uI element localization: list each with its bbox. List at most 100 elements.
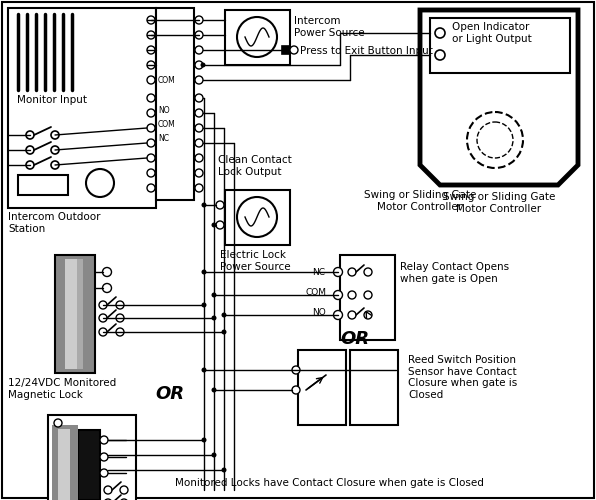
Circle shape [364, 268, 372, 276]
Circle shape [237, 17, 277, 57]
Circle shape [103, 268, 111, 276]
Circle shape [222, 330, 226, 334]
Bar [78, 430, 100, 500]
Bar [430, 18, 570, 73]
Polygon shape [420, 10, 578, 185]
Circle shape [120, 499, 128, 500]
Circle shape [195, 61, 203, 69]
Bar [225, 190, 290, 245]
Circle shape [216, 201, 224, 209]
Circle shape [103, 284, 111, 292]
Circle shape [195, 154, 203, 162]
Circle shape [51, 131, 59, 139]
Bar [58, 429, 70, 500]
Text: NO: NO [158, 106, 170, 115]
Text: Press to Exit Button Input: Press to Exit Button Input [300, 46, 433, 56]
Circle shape [147, 154, 155, 162]
Circle shape [100, 469, 108, 477]
Circle shape [195, 109, 203, 117]
Text: NC: NC [312, 268, 325, 277]
Text: NO: NO [312, 308, 326, 317]
Text: COM: COM [158, 76, 176, 85]
Circle shape [195, 184, 203, 192]
Text: Open Indicator
or Light Output: Open Indicator or Light Output [452, 22, 532, 44]
Text: Monitor Input: Monitor Input [17, 95, 87, 105]
Bar [55, 255, 95, 373]
Circle shape [348, 268, 356, 276]
Bar [8, 8, 156, 208]
Circle shape [51, 146, 59, 154]
Circle shape [104, 486, 112, 494]
Circle shape [147, 139, 155, 147]
Circle shape [477, 122, 513, 158]
Text: Swing or Sliding Gate
Motor Controller: Swing or Sliding Gate Motor Controller [443, 192, 555, 214]
Circle shape [212, 222, 216, 228]
Circle shape [200, 62, 206, 68]
Circle shape [222, 468, 226, 472]
Circle shape [195, 169, 203, 177]
Circle shape [201, 368, 206, 372]
Text: OR: OR [155, 385, 184, 403]
Circle shape [147, 31, 155, 39]
Text: COM: COM [305, 288, 326, 297]
Circle shape [364, 311, 372, 319]
Text: Swing or Sliding Gate
Motor Controller: Swing or Sliding Gate Motor Controller [364, 190, 476, 212]
Text: Intercom
Power Source: Intercom Power Source [294, 16, 365, 38]
Circle shape [222, 312, 226, 318]
Circle shape [348, 311, 356, 319]
Circle shape [195, 124, 203, 132]
Circle shape [195, 16, 203, 24]
Circle shape [195, 139, 203, 147]
Circle shape [195, 46, 203, 54]
Text: Intercom Outdoor
Station: Intercom Outdoor Station [8, 212, 101, 234]
Bar [298, 350, 346, 425]
Circle shape [212, 316, 216, 320]
Circle shape [216, 221, 224, 229]
Circle shape [100, 453, 108, 461]
Circle shape [201, 270, 206, 274]
Text: Monitored Locks have Contact Closure when gate is Closed: Monitored Locks have Contact Closure whe… [175, 478, 484, 488]
Circle shape [147, 94, 155, 102]
Circle shape [147, 169, 155, 177]
Circle shape [212, 388, 216, 392]
Circle shape [147, 184, 155, 192]
Circle shape [147, 46, 155, 54]
Circle shape [54, 419, 62, 427]
Bar [48, 415, 136, 500]
Circle shape [364, 291, 372, 299]
Circle shape [201, 302, 206, 308]
Circle shape [435, 28, 445, 38]
Circle shape [26, 161, 34, 169]
Circle shape [116, 314, 124, 322]
Circle shape [195, 94, 203, 102]
Bar [156, 8, 194, 200]
Circle shape [212, 292, 216, 298]
Circle shape [26, 146, 34, 154]
Circle shape [26, 131, 34, 139]
Circle shape [147, 124, 155, 132]
Bar [282, 46, 290, 54]
Circle shape [116, 301, 124, 309]
Circle shape [292, 386, 300, 394]
Circle shape [348, 291, 356, 299]
Circle shape [334, 310, 343, 320]
Circle shape [147, 16, 155, 24]
Circle shape [195, 31, 203, 39]
Circle shape [99, 328, 107, 336]
Circle shape [147, 109, 155, 117]
Circle shape [435, 50, 445, 60]
Bar [350, 350, 398, 425]
Circle shape [290, 46, 298, 54]
Circle shape [116, 328, 124, 336]
Circle shape [212, 452, 216, 458]
Circle shape [201, 202, 206, 207]
Circle shape [51, 161, 59, 169]
Bar [18, 175, 68, 195]
Circle shape [237, 197, 277, 237]
Circle shape [99, 314, 107, 322]
Circle shape [334, 268, 343, 276]
Text: NC: NC [158, 134, 169, 143]
Bar [65, 259, 77, 369]
Circle shape [334, 290, 343, 300]
Circle shape [147, 61, 155, 69]
